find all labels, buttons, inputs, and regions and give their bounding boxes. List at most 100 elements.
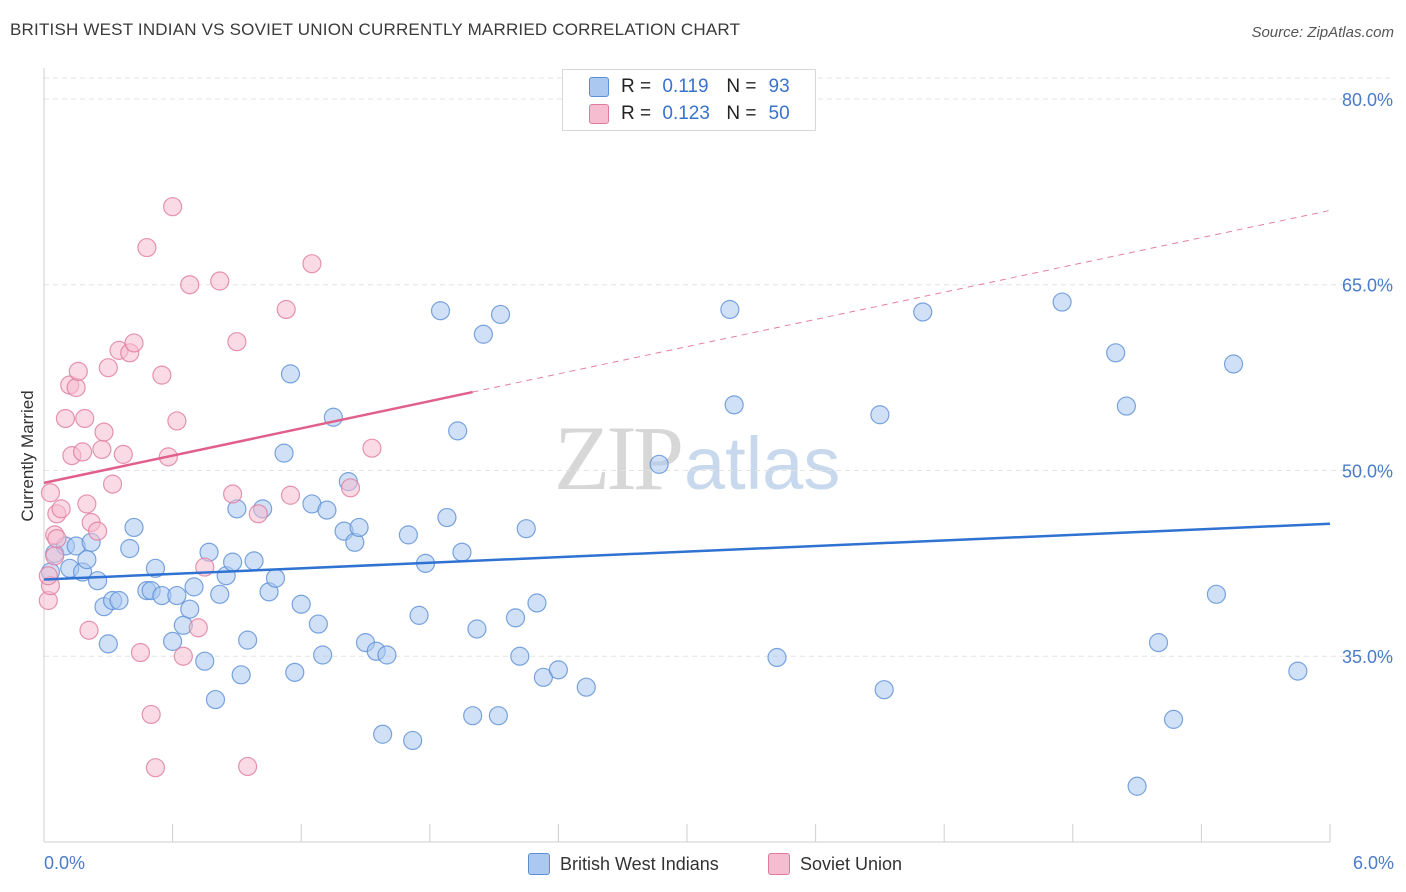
- data-point-soviet-union: [45, 546, 65, 566]
- data-point-british-west-indians: [516, 519, 536, 539]
- data-point-british-west-indians: [1052, 292, 1072, 312]
- data-point-soviet-union: [227, 332, 247, 352]
- data-point-soviet-union: [40, 483, 61, 503]
- data-point-british-west-indians: [913, 302, 933, 322]
- data-point-british-west-indians: [231, 665, 251, 685]
- data-point-soviet-union: [276, 299, 296, 320]
- n-value: 50: [768, 103, 790, 124]
- data-point-british-west-indians: [195, 651, 215, 671]
- data-point-british-west-indians: [291, 594, 311, 614]
- r-label: R =: [621, 76, 652, 97]
- data-point-soviet-union: [66, 377, 86, 398]
- data-point-soviet-union: [280, 485, 301, 505]
- data-point-british-west-indians: [720, 299, 740, 320]
- data-point-soviet-union: [145, 758, 166, 778]
- data-point-british-west-indians: [124, 517, 144, 538]
- data-point-british-west-indians: [430, 301, 451, 321]
- data-point-soviet-union: [362, 438, 382, 458]
- data-point-british-west-indians: [373, 724, 393, 744]
- data-point-british-west-indians: [463, 706, 483, 726]
- chart-title: BRITISH WEST INDIAN VS SOVIET UNION CURR…: [10, 20, 741, 39]
- data-point-british-west-indians: [724, 395, 744, 415]
- n-value: 93: [768, 76, 790, 97]
- data-point-british-west-indians: [109, 590, 129, 611]
- data-point-british-west-indians: [527, 593, 547, 613]
- zipatlas-watermark: ZIPatlas: [554, 405, 840, 511]
- legend-label: British West Indians: [560, 853, 719, 874]
- data-point-british-west-indians: [274, 443, 294, 463]
- y-tick-label: 35.0%: [1342, 647, 1393, 667]
- legend-row-british-west-indians: R = 0.119 N = 93: [589, 74, 790, 100]
- data-point-soviet-union: [223, 484, 243, 504]
- legend-swatch-pink: [589, 104, 609, 124]
- data-point-soviet-union: [173, 646, 193, 666]
- data-point-british-west-indians: [1106, 343, 1126, 363]
- data-point-soviet-union: [75, 408, 95, 429]
- data-point-british-west-indians: [308, 614, 328, 634]
- legend-label: Soviet Union: [800, 853, 903, 874]
- data-point-soviet-union: [124, 333, 144, 353]
- source-label: Source: ZipAtlas.com: [1251, 24, 1394, 41]
- data-point-soviet-union: [188, 618, 208, 638]
- r-value: 0.123: [662, 103, 710, 124]
- data-point-british-west-indians: [145, 558, 166, 578]
- data-point-soviet-union: [340, 478, 361, 498]
- data-point-british-west-indians: [767, 647, 787, 668]
- data-point-british-west-indians: [510, 646, 530, 666]
- data-point-soviet-union: [98, 358, 118, 378]
- data-point-soviet-union: [248, 504, 268, 524]
- data-point-british-west-indians: [349, 517, 369, 538]
- y-tick-label: 65.0%: [1342, 276, 1393, 296]
- data-point-british-west-indians: [437, 507, 457, 528]
- r-value: 0.119: [662, 76, 709, 97]
- data-point-soviet-union: [72, 442, 93, 462]
- data-point-british-west-indians: [205, 689, 226, 710]
- data-point-british-west-indians: [1163, 709, 1184, 729]
- data-point-british-west-indians: [223, 552, 243, 572]
- legend-row-soviet-union: R = 0.123 N = 50: [589, 101, 790, 127]
- data-point-british-west-indians: [874, 680, 894, 700]
- data-point-soviet-union: [38, 566, 58, 586]
- data-point-soviet-union: [47, 528, 67, 549]
- data-point-soviet-union: [180, 275, 200, 295]
- trend-line-extension-soviet-union: [472, 209, 1331, 393]
- data-point-british-west-indians: [87, 571, 108, 591]
- data-point-british-west-indians: [398, 525, 418, 545]
- data-point-soviet-union: [141, 704, 161, 725]
- data-point-british-west-indians: [403, 730, 423, 751]
- data-point-british-west-indians: [280, 364, 301, 384]
- data-point-soviet-union: [137, 237, 157, 258]
- data-point-british-west-indians: [452, 542, 472, 562]
- data-point-british-west-indians: [490, 304, 511, 325]
- data-point-british-west-indians: [180, 599, 200, 619]
- data-point-soviet-union: [55, 408, 76, 429]
- data-point-soviet-union: [113, 444, 133, 464]
- data-point-soviet-union: [87, 521, 108, 541]
- data-point-british-west-indians: [377, 645, 397, 665]
- data-point-british-west-indians: [238, 630, 258, 650]
- y-tick-label: 50.0%: [1342, 461, 1393, 481]
- data-point-british-west-indians: [1206, 584, 1227, 604]
- data-point-british-west-indians: [1223, 354, 1244, 374]
- data-point-soviet-union: [68, 361, 88, 382]
- data-point-soviet-union: [94, 422, 114, 442]
- data-point-british-west-indians: [649, 454, 669, 474]
- data-point-soviet-union: [102, 474, 123, 494]
- data-point-soviet-union: [51, 499, 71, 519]
- data-point-british-west-indians: [184, 577, 204, 597]
- data-point-british-west-indians: [285, 662, 305, 682]
- data-point-british-west-indians: [98, 634, 118, 654]
- data-point-british-west-indians: [77, 550, 97, 570]
- data-point-british-west-indians: [488, 706, 508, 726]
- data-point-british-west-indians: [448, 421, 468, 441]
- legend-swatch-pink: [768, 853, 790, 875]
- data-point-soviet-union: [238, 756, 258, 777]
- data-point-british-west-indians: [167, 585, 187, 606]
- watermark-atlas: atlas: [684, 422, 841, 505]
- n-label: N =: [726, 103, 757, 124]
- correlation-legend: R = 0.119 N = 93 R = 0.123 N = 50: [562, 69, 816, 131]
- data-point-british-west-indians: [870, 405, 890, 425]
- data-point-british-west-indians: [548, 660, 569, 680]
- data-point-soviet-union: [152, 365, 172, 385]
- legend-swatch-blue: [589, 77, 609, 97]
